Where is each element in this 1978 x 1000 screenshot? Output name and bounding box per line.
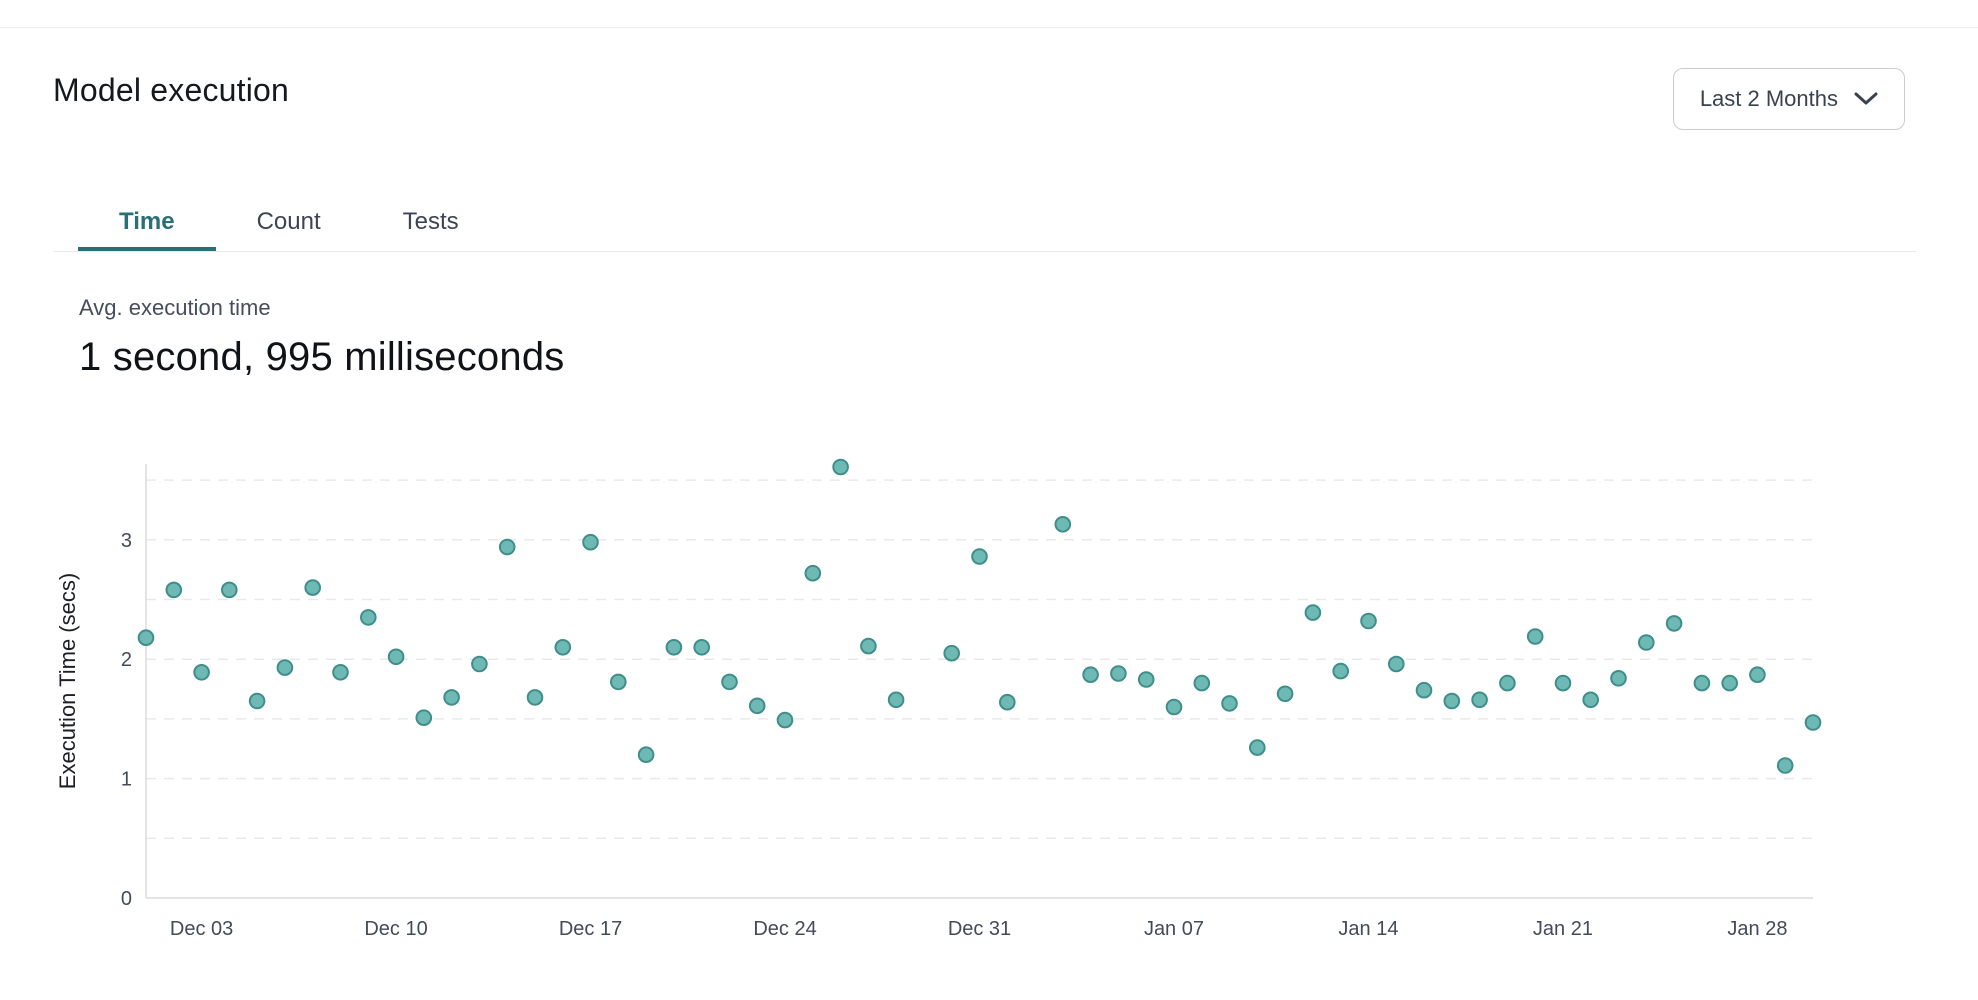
data-point[interactable] (748, 697, 766, 715)
avg-execution-time-label: Avg. execution time (79, 295, 271, 320)
data-point[interactable] (1471, 691, 1488, 709)
x-tick-label: Jan 21 (1533, 918, 1593, 940)
data-point[interactable] (1221, 695, 1238, 712)
data-point[interactable] (248, 692, 266, 710)
date-range-value: Last 2 Months (1699, 86, 1838, 111)
data-point[interactable] (665, 639, 683, 656)
data-point[interactable] (1776, 757, 1794, 774)
tab-list: Time Count Tests (78, 196, 1916, 251)
tab-count[interactable]: Count (256, 207, 321, 235)
data-point[interactable] (1804, 714, 1822, 731)
data-point[interactable] (443, 689, 460, 706)
y-tick-label: 1 (121, 769, 132, 791)
data-point[interactable] (860, 637, 877, 655)
data-point[interactable] (1332, 662, 1349, 680)
top-divider (0, 27, 1978, 28)
data-point[interactable] (471, 655, 488, 673)
x-tick-label: Jan 14 (1338, 918, 1398, 940)
data-point[interactable] (1110, 665, 1127, 682)
avg-execution-time-value: 1 second, 995 milliseconds (79, 335, 565, 379)
data-point[interactable] (1388, 655, 1405, 673)
data-point[interactable] (1165, 698, 1183, 716)
execution-time-chart: 0 1 2 3 Execution Time (secs) Dec 03 Dec 10 Dec… (0, 430, 1978, 970)
data-point[interactable] (137, 629, 155, 647)
data-point[interactable] (887, 691, 905, 709)
data-point[interactable] (610, 673, 627, 691)
data-point[interactable] (1082, 666, 1099, 684)
data-point[interactable] (1304, 604, 1322, 621)
data-point[interactable] (498, 538, 516, 556)
data-point[interactable] (1554, 674, 1572, 692)
data-point[interactable] (387, 648, 405, 666)
tab-time[interactable]: Time (78, 196, 216, 251)
data-point[interactable] (1610, 670, 1627, 687)
data-point[interactable] (971, 548, 988, 565)
data-point[interactable] (1721, 674, 1738, 692)
y-tick-label: 3 (121, 530, 132, 552)
data-point[interactable] (1415, 681, 1433, 699)
y-tick-label: 0 (121, 888, 132, 910)
data-point[interactable] (304, 579, 322, 596)
data-point[interactable] (693, 639, 711, 656)
data-point[interactable] (832, 458, 849, 476)
data-point[interactable] (360, 609, 377, 626)
chevron-down-icon (1854, 92, 1878, 106)
data-point[interactable] (582, 533, 599, 551)
data-point[interactable] (526, 689, 544, 706)
y-axis-label: Execution Time (secs) (55, 573, 80, 789)
data-point[interactable] (999, 693, 1016, 711)
y-tick-label: 2 (121, 649, 132, 671)
data-point[interactable] (1360, 612, 1377, 630)
data-point[interactable] (276, 659, 294, 676)
x-tick-label: Dec 24 (753, 918, 816, 940)
data-point[interactable] (1749, 666, 1766, 684)
data-point[interactable] (1054, 516, 1072, 533)
data-point[interactable] (1249, 739, 1266, 756)
tab-bar: Time Count Tests (53, 196, 1916, 252)
data-point[interactable] (1693, 674, 1711, 692)
data-point[interactable] (721, 673, 738, 691)
data-point[interactable] (415, 709, 433, 727)
data-point[interactable] (193, 664, 210, 681)
page-title: Model execution (53, 72, 290, 108)
x-tick-label: Jan 07 (1144, 918, 1204, 940)
tab-tests[interactable]: Tests (402, 207, 459, 235)
data-point[interactable] (1193, 674, 1211, 692)
data-point[interactable] (1638, 634, 1655, 651)
data-point[interactable] (165, 581, 183, 599)
data-point[interactable] (776, 711, 794, 729)
data-point[interactable] (221, 581, 238, 599)
x-tick-label: Dec 10 (364, 918, 427, 940)
x-tick-label: Dec 03 (170, 918, 233, 940)
data-point[interactable] (1582, 691, 1599, 709)
data-point[interactable] (943, 644, 961, 662)
x-tick-label: Dec 31 (948, 918, 1011, 940)
data-point[interactable] (804, 564, 822, 582)
data-point[interactable] (554, 639, 572, 656)
data-point[interactable] (1443, 692, 1461, 710)
data-point[interactable] (1665, 615, 1683, 632)
scatter-plot: 0 1 2 3 Execution Time (secs) Dec 03 Dec 10 Dec… (55, 458, 1822, 940)
data-point[interactable] (332, 664, 349, 681)
summary-block: Avg. execution time 1 second, 995 millis… (79, 295, 564, 380)
data-point[interactable] (637, 746, 655, 764)
data-point[interactable] (1526, 628, 1544, 645)
date-range-dropdown[interactable]: Last 2 Months (1672, 68, 1905, 130)
x-tick-label: Jan 28 (1727, 918, 1787, 940)
data-point[interactable] (1137, 671, 1155, 688)
x-tick-label: Dec 17 (559, 918, 622, 940)
data-point[interactable] (1276, 685, 1294, 703)
data-point[interactable] (1499, 674, 1516, 692)
